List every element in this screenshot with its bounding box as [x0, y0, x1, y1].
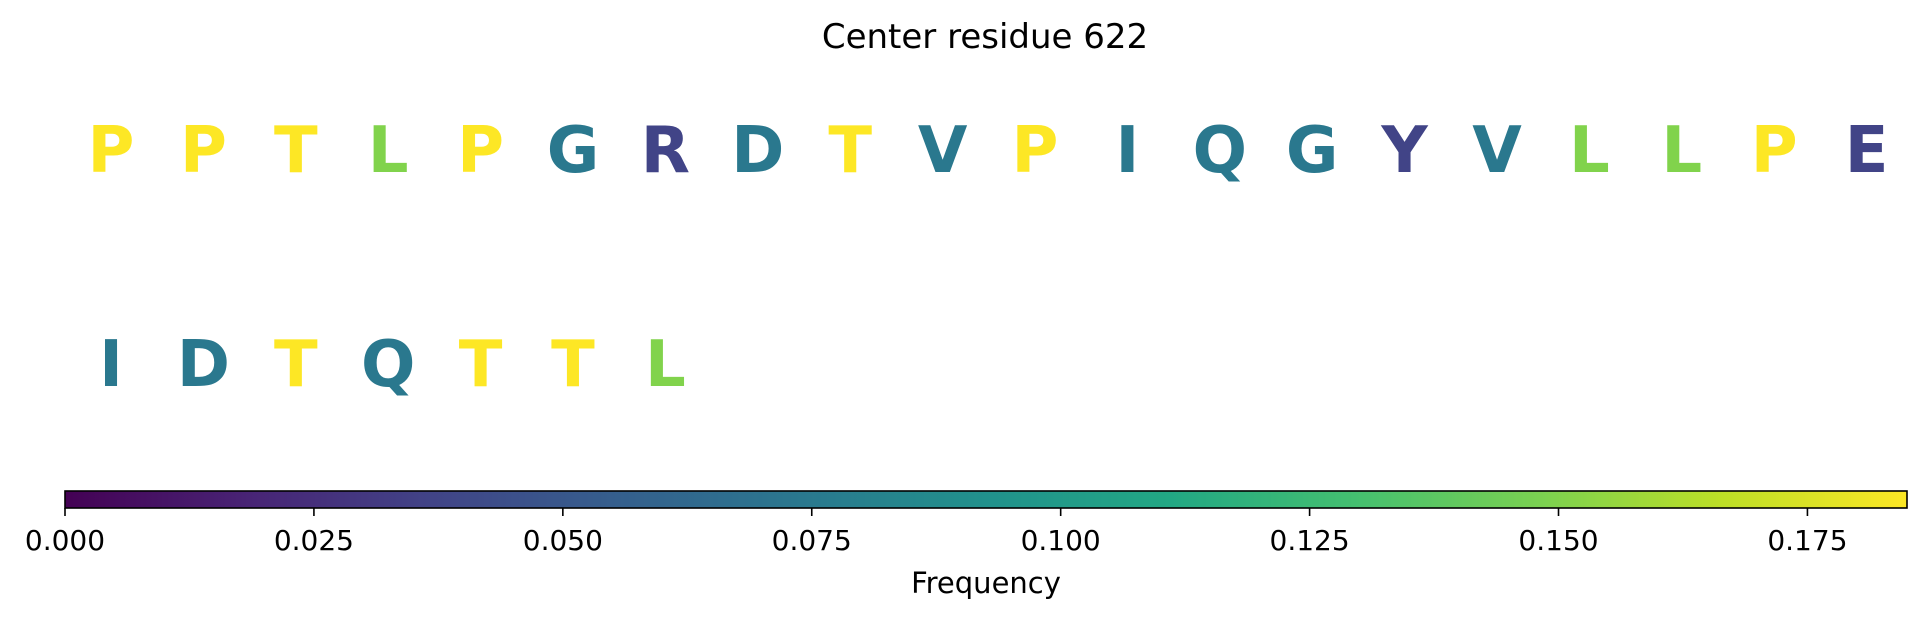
residue-letter: I: [1115, 114, 1139, 188]
residue-letter: V: [918, 114, 968, 188]
residue-letter: Q: [1193, 114, 1247, 188]
residue-letter: V: [1472, 114, 1522, 188]
colorbar-tick-label: 0.075: [772, 524, 852, 557]
residue-letters: P P T L P G R D T V P I Q G Y V L L P EI D T Q T T L: [88, 114, 1889, 402]
colorbar-tick-label: 0.000: [25, 524, 105, 557]
residue-letter: D: [177, 328, 230, 402]
residue-letter: E: [1845, 114, 1889, 188]
colorbar-tick-label: 0.150: [1518, 524, 1598, 557]
residue-letter: L: [645, 328, 686, 402]
residue-letter: P: [457, 114, 504, 188]
colorbar: 0.000 0.025 0.050 0.075 0.100 0.125 0.150 0.175…: [25, 490, 1908, 600]
residue-letter: T: [551, 328, 595, 402]
colorbar-tick-label: 0.025: [274, 524, 354, 557]
colorbar-tick-label: 0.050: [523, 524, 603, 557]
residue-letter: T: [274, 328, 318, 402]
residue-letter: D: [731, 114, 784, 188]
colorbar-ticks: 0.000 0.025 0.050 0.075 0.100 0.125 0.150 0.175: [25, 508, 1848, 557]
chart-title: Center residue 622: [822, 17, 1148, 57]
residue-letter: G: [547, 114, 600, 188]
residue-letter: T: [828, 114, 872, 188]
residue-letter: L: [1661, 114, 1702, 188]
residue-letter: P: [88, 114, 135, 188]
residue-letter: I: [99, 328, 123, 402]
colorbar-label: Frequency: [911, 566, 1061, 600]
residue-letter: L: [368, 114, 409, 188]
colorbar-tick-label: 0.100: [1021, 524, 1101, 557]
residue-letter: L: [1569, 114, 1610, 188]
residue-letter: Y: [1380, 114, 1428, 188]
colorbar-tick-label: 0.125: [1270, 524, 1350, 557]
residue-letter: R: [641, 114, 690, 188]
colorbar-gradient: [64, 490, 1908, 509]
colorbar-tick-label: 0.175: [1767, 524, 1847, 557]
residue-letter: Q: [361, 328, 415, 402]
residue-letter: P: [1012, 114, 1059, 188]
residue-letter: T: [274, 114, 318, 188]
residue-letter: P: [180, 114, 227, 188]
residue-letter: P: [1751, 114, 1798, 188]
residue-letter: G: [1286, 114, 1339, 188]
residue-letter: T: [459, 328, 503, 402]
